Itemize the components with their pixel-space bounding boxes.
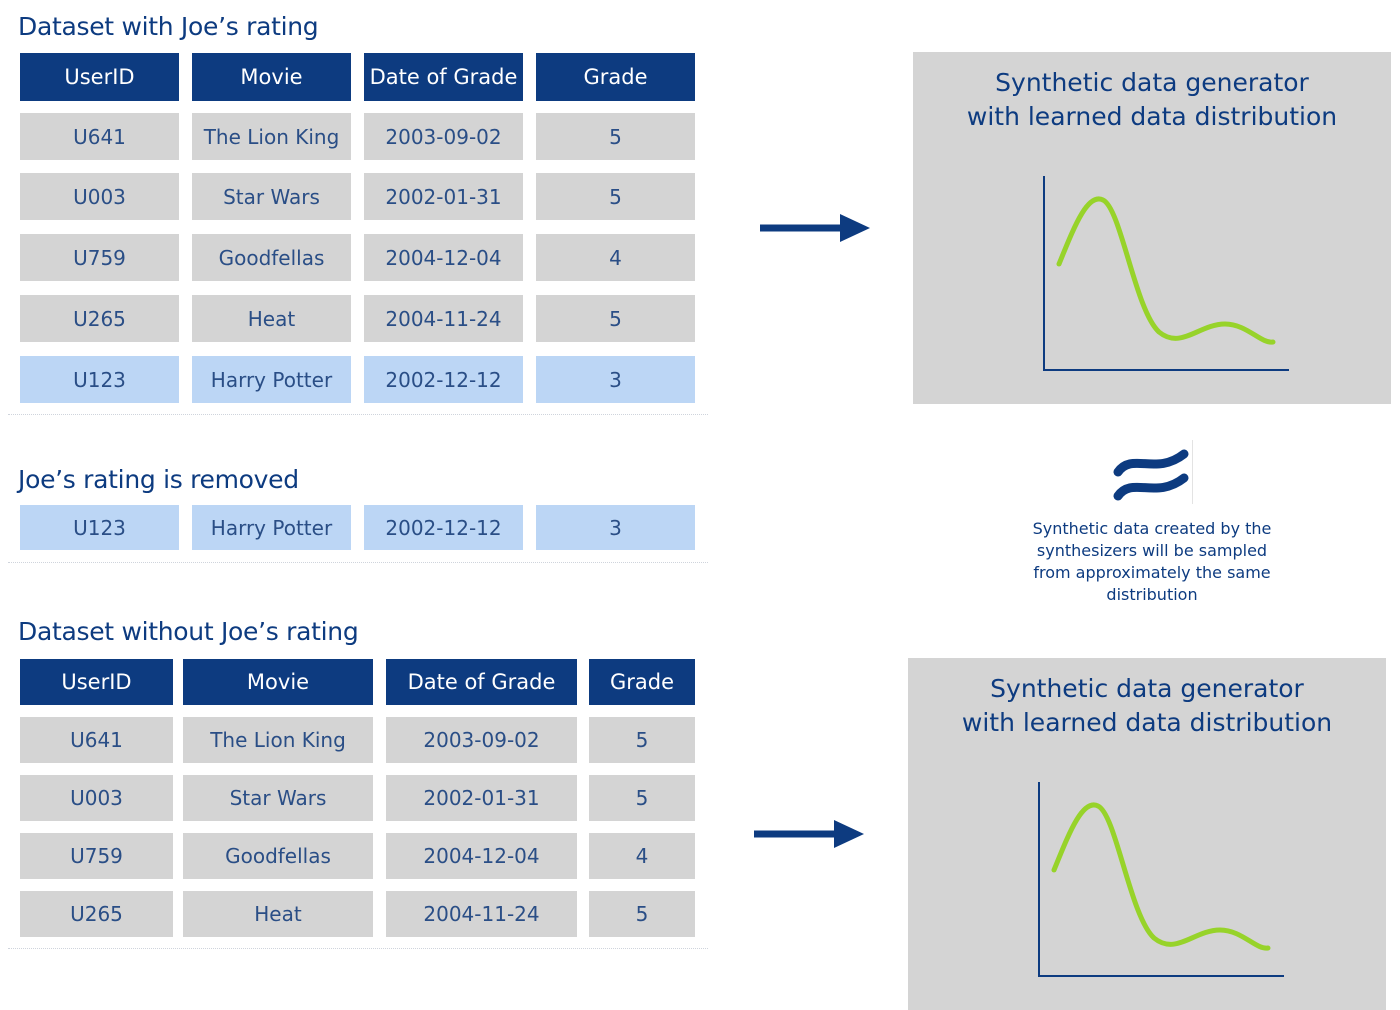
column-header-movie: Movie bbox=[183, 659, 373, 705]
column-header-movie: Movie bbox=[192, 53, 351, 101]
table-cell-grade: 4 bbox=[589, 833, 695, 879]
table-cell-userid: U759 bbox=[20, 833, 173, 879]
table-cell-grade: 5 bbox=[589, 891, 695, 937]
table-cell-movie: The Lion King bbox=[183, 717, 373, 763]
table-cell-userid: U641 bbox=[20, 113, 179, 160]
column-header-grade: Grade bbox=[589, 659, 695, 705]
table-cell-userid: U265 bbox=[20, 891, 173, 937]
divider bbox=[1192, 440, 1193, 504]
table-cell-grade: 3 bbox=[536, 356, 695, 403]
distribution-curve bbox=[1051, 802, 1271, 951]
right-arrow-icon bbox=[760, 214, 870, 242]
table-cell-date: 2004-12-04 bbox=[386, 833, 577, 879]
table-cell-userid: U759 bbox=[20, 234, 179, 281]
table-cell-userid: U003 bbox=[20, 775, 173, 821]
table-cell-grade: 4 bbox=[536, 234, 695, 281]
table-cell-grade: 5 bbox=[536, 113, 695, 160]
table-cell-movie: Goodfellas bbox=[183, 833, 373, 879]
column-header-date: Date of Grade bbox=[386, 659, 577, 705]
generator-title: Synthetic data generator with learned da… bbox=[966, 68, 1338, 131]
table-cell-date: 2004-12-04 bbox=[364, 234, 523, 281]
divider bbox=[8, 562, 708, 563]
table-cell-date: 2004-11-24 bbox=[364, 295, 523, 342]
column-header-userid: UserID bbox=[20, 53, 179, 101]
table-cell-date: 2002-01-31 bbox=[364, 173, 523, 220]
generator-panel: Synthetic data generator with learned da… bbox=[913, 52, 1391, 404]
dataset-without-joe-heading: Dataset without Joe’s rating bbox=[18, 617, 359, 646]
table-cell-userid: U123 bbox=[20, 356, 179, 403]
table-cell-grade: 5 bbox=[536, 295, 695, 342]
table-cell-movie: Star Wars bbox=[192, 173, 351, 220]
table-cell-movie: Harry Potter bbox=[192, 356, 351, 403]
right-arrow-icon bbox=[754, 820, 864, 848]
table-cell-userid: U641 bbox=[20, 717, 173, 763]
table-cell-date: 2003-09-02 bbox=[386, 717, 577, 763]
table-cell-movie: Star Wars bbox=[183, 775, 373, 821]
table-cell-date: 2004-11-24 bbox=[386, 891, 577, 937]
column-header-userid: UserID bbox=[20, 659, 173, 705]
distribution-chart bbox=[1038, 782, 1284, 977]
generator-title: Synthetic data generator with learned da… bbox=[961, 674, 1333, 737]
table-cell-date: 2002-12-12 bbox=[364, 505, 523, 550]
table-cell-date: 2002-01-31 bbox=[386, 775, 577, 821]
distribution-curve bbox=[1056, 196, 1276, 345]
table-cell-grade: 5 bbox=[589, 717, 695, 763]
column-header-date: Date of Grade bbox=[364, 53, 523, 101]
distribution-chart bbox=[1043, 176, 1289, 371]
distribution-note: Synthetic data created by the synthesize… bbox=[1032, 519, 1272, 604]
dataset-with-joe-heading: Dataset with Joe’s rating bbox=[18, 12, 319, 41]
table-cell-movie: Goodfellas bbox=[192, 234, 351, 281]
table-cell-userid: U265 bbox=[20, 295, 179, 342]
column-header-grade: Grade bbox=[536, 53, 695, 101]
approximately-equal-icon bbox=[1113, 449, 1189, 501]
divider bbox=[8, 414, 708, 415]
table-cell-grade: 5 bbox=[536, 173, 695, 220]
table-cell-movie: Heat bbox=[183, 891, 373, 937]
table-cell-userid: U003 bbox=[20, 173, 179, 220]
table-cell-date: 2002-12-12 bbox=[364, 356, 523, 403]
table-cell-movie: The Lion King bbox=[192, 113, 351, 160]
table-cell-movie: Heat bbox=[192, 295, 351, 342]
table-cell-grade: 3 bbox=[536, 505, 695, 550]
divider bbox=[8, 948, 708, 949]
joe-removed-heading: Joe’s rating is removed bbox=[18, 465, 299, 494]
generator-panel: Synthetic data generator with learned da… bbox=[908, 658, 1386, 1010]
table-cell-grade: 5 bbox=[589, 775, 695, 821]
table-cell-movie: Harry Potter bbox=[192, 505, 351, 550]
table-cell-userid: U123 bbox=[20, 505, 179, 550]
table-cell-date: 2003-09-02 bbox=[364, 113, 523, 160]
